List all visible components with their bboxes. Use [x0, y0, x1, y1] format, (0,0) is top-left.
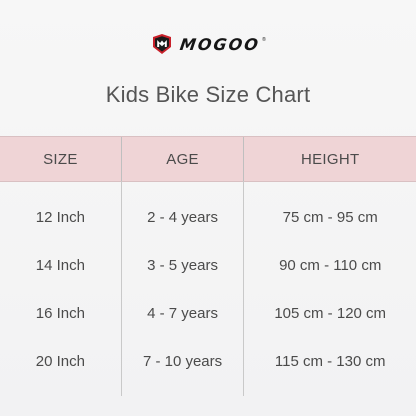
brand-wordmark: MOGOO [178, 34, 262, 54]
mogoo-emblem-icon [153, 34, 172, 54]
size-column: 12 Inch 14 Inch 16 Inch 20 Inch [0, 181, 121, 396]
table-cell-size: 12 Inch [35, 208, 85, 226]
age-column: 2 - 4 years 3 - 5 years 4 - 7 years 7 - … [120, 181, 244, 396]
table-cell-size: 16 Inch [35, 304, 85, 322]
table-cell-height: 105 cm - 120 cm [274, 304, 387, 322]
brand-logo: MOGOO ® [0, 32, 416, 56]
table-cell-size: 14 Inch [35, 256, 85, 274]
size-chart-table: SIZE AGE HEIGHT 12 Inch 14 Inch 16 Inch … [0, 136, 416, 396]
header-age: AGE [120, 137, 244, 181]
table-cell-age: 7 - 10 years [142, 352, 223, 370]
height-column: 75 cm - 95 cm 90 cm - 110 cm 105 cm - 12… [243, 181, 416, 396]
table-cell-age: 3 - 5 years [147, 256, 218, 274]
header-size: SIZE [43, 150, 78, 168]
table-cell-age: 2 - 4 years [147, 208, 218, 226]
registered-mark: ® [262, 37, 266, 43]
table-header: SIZE AGE HEIGHT [0, 136, 416, 182]
table-cell-age: 4 - 7 years [147, 304, 218, 322]
table-cell-size: 20 Inch [35, 352, 85, 370]
table-cell-height: 75 cm - 95 cm [282, 208, 378, 226]
header-height: HEIGHT [243, 137, 416, 181]
table-body: 12 Inch 14 Inch 16 Inch 20 Inch 2 - 4 ye… [0, 181, 416, 396]
table-cell-height: 90 cm - 110 cm [279, 256, 382, 274]
page-title: Kids Bike Size Chart [105, 82, 311, 107]
table-cell-height: 115 cm - 130 cm [274, 352, 386, 370]
